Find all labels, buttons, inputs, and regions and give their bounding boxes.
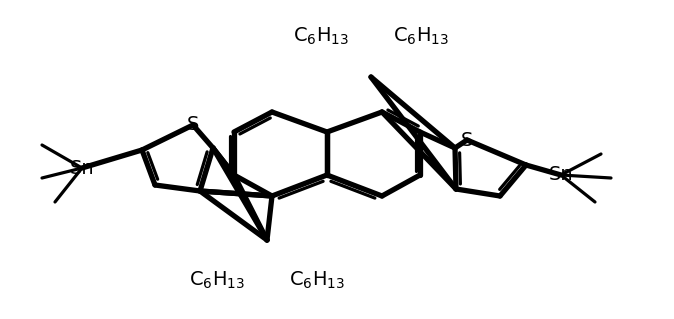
Text: C$_6$H$_{13}$: C$_6$H$_{13}$: [393, 26, 449, 47]
Text: C$_6$H$_{13}$: C$_6$H$_{13}$: [189, 270, 245, 291]
Text: C$_6$H$_{13}$: C$_6$H$_{13}$: [293, 26, 349, 47]
Text: S: S: [187, 115, 200, 135]
Text: C$_6$H$_{13}$: C$_6$H$_{13}$: [289, 270, 345, 291]
Text: S: S: [461, 130, 473, 150]
Text: Sn: Sn: [69, 159, 94, 177]
Text: Sn: Sn: [549, 166, 574, 184]
